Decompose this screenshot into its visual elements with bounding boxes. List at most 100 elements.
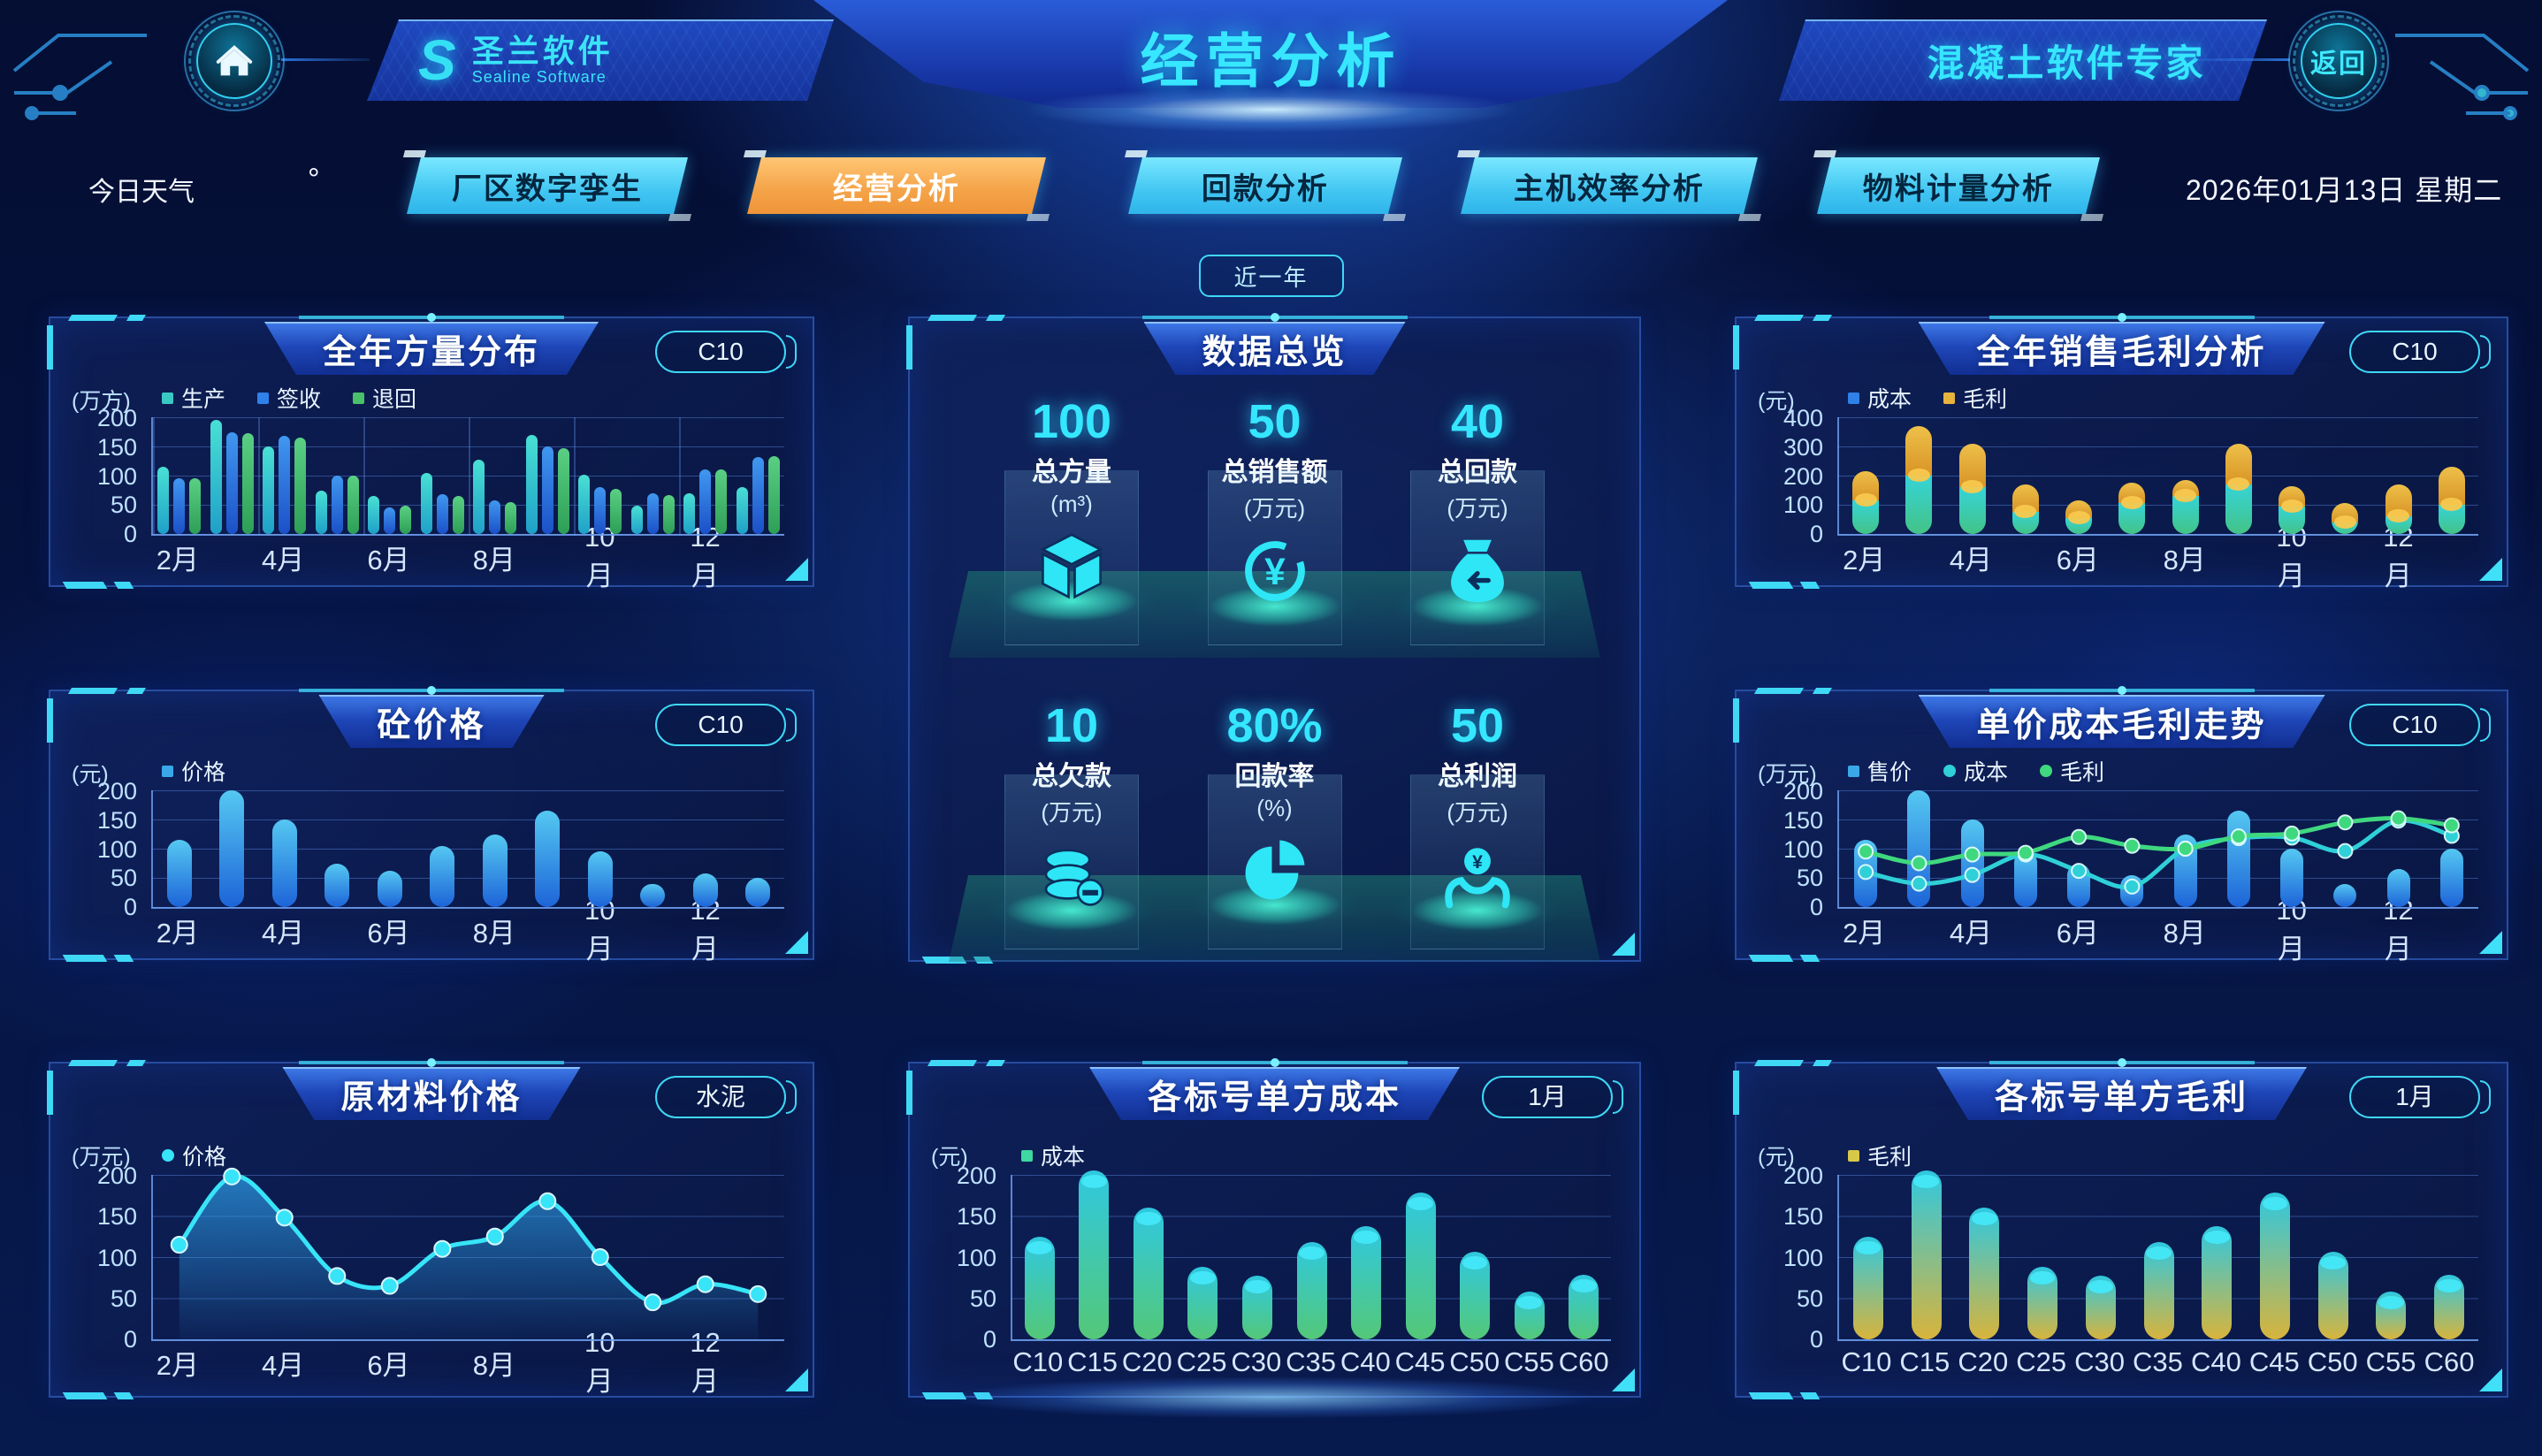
- legend-item-毛利[interactable]: 毛利: [1943, 382, 2007, 414]
- circuit-decoration-right: [2395, 34, 2530, 120]
- bar-slot: [2372, 417, 2425, 534]
- kpi-label: 总回款: [1378, 450, 1577, 489]
- y-tick: 100: [1782, 1244, 1823, 1271]
- legend-item-毛利[interactable]: 毛利: [2040, 755, 2104, 787]
- bar-slot: [2212, 790, 2265, 907]
- corner-triangle: [1612, 933, 1635, 956]
- unit-cost-profit-trend-chart: 售价 成本 毛利 200 150 100 50 0 2月 4月 6月 8月 10月 12月: [1760, 760, 2478, 964]
- legend-marker: [257, 392, 270, 404]
- back-button[interactable]: 返回: [2288, 11, 2389, 111]
- bar-group: [1839, 417, 2478, 534]
- y-tick: 200: [956, 1163, 996, 1189]
- y-tick: 150: [96, 433, 137, 461]
- bar-slot: [363, 790, 416, 907]
- month-filter-badge[interactable]: 1月: [2349, 1076, 2491, 1118]
- legend-item-成本[interactable]: 成本: [1848, 382, 1912, 414]
- grade-filter-badge[interactable]: C10: [2349, 704, 2491, 746]
- raw-material-price-chart: 价格 200 150 100 50 0 2月 4月 6月 8月 10月 12月: [73, 1145, 784, 1397]
- bar: [384, 507, 396, 534]
- bar-slot: [574, 790, 627, 907]
- legend-marker: [1943, 392, 1956, 404]
- x-tick: C55: [2365, 1346, 2416, 1377]
- annual-sales-profit-chart: 成本 毛利 400 300 200 100 0 2月 4月 6月 8月 10月 12月: [1760, 387, 2478, 591]
- tab-host-efficiency-analysis[interactable]: 主机效率分析: [1461, 157, 1758, 214]
- bar-slot: [1556, 1175, 1611, 1339]
- kpi-total-volume: 100 总方量 (m³): [972, 395, 1172, 651]
- x-tick: C35: [2133, 1346, 2183, 1377]
- bar-slot: [416, 790, 469, 907]
- bar-cap: [2146, 1246, 2172, 1261]
- panel-grade-unit-cost: 各标号单方成本 1月 (元) 成本 200 150 100 50 0 C10 C15 C20 C2…: [906, 1058, 1641, 1399]
- kpi-unit: (%): [1175, 795, 1375, 822]
- grade-unit-profit-chart: 毛利 200 150 100 50 0 C10 C15 C20 C25 C30 C35 C40 C45 C5…: [1760, 1145, 2478, 1382]
- bar-slot: [2372, 790, 2425, 907]
- bar: [1241, 1276, 1272, 1339]
- y-tick: 100: [96, 462, 137, 490]
- bar: [263, 446, 275, 534]
- tab-material-metering-analysis[interactable]: 物料计量分析: [1817, 157, 2100, 214]
- bar: [1351, 1225, 1382, 1339]
- time-range-button[interactable]: 近一年: [1198, 255, 1344, 297]
- legend-item-售价[interactable]: 售价: [1848, 755, 1912, 787]
- legend-item-签收[interactable]: 签收: [257, 382, 321, 414]
- legend-marker: [1848, 765, 1859, 777]
- x-tick: C25: [2016, 1346, 2067, 1377]
- home-button[interactable]: [184, 11, 285, 111]
- tab-business-analysis[interactable]: 经营分析: [747, 157, 1046, 214]
- legend-marker: [1021, 1149, 1033, 1162]
- stacked-bar: [2011, 484, 2039, 534]
- bar: [2386, 869, 2410, 907]
- bar-slot: [732, 417, 785, 534]
- legend-item-价格[interactable]: 价格: [162, 1140, 226, 1171]
- kpi-value: 80%: [1226, 699, 1323, 752]
- bar-slot: [416, 417, 469, 534]
- legend-item-生产[interactable]: 生产: [162, 382, 225, 414]
- grade-filter-badge[interactable]: C10: [655, 331, 797, 373]
- bar-slot: [1946, 790, 1999, 907]
- grade-filter-badge[interactable]: C10: [655, 704, 797, 746]
- grade-unit-cost-legend: 成本: [1021, 1140, 1085, 1171]
- unit-cost-profit-trend-lines: [1858, 810, 2460, 895]
- kpi-total-payment-received: 40 总回款 (万元): [1378, 395, 1577, 651]
- bar-cap: [2174, 489, 2197, 503]
- legend-marker: [162, 765, 173, 777]
- grade-filter-badge[interactable]: C10: [2349, 331, 2491, 373]
- annual-sales-profit-plot: [1837, 417, 2478, 536]
- tab-factory-digital-twin[interactable]: 厂区数字孪生: [407, 157, 688, 214]
- legend-marker: [353, 392, 365, 404]
- bar-slot: [469, 417, 522, 534]
- stacked-bar: [2332, 503, 2359, 534]
- tab-payment-analysis[interactable]: 回款分析: [1128, 157, 1402, 214]
- bar-slot: [1121, 1175, 1176, 1339]
- bar: [1133, 1208, 1164, 1339]
- month-filter-badge[interactable]: 1月: [1482, 1076, 1623, 1118]
- bar: [662, 494, 675, 534]
- bar: [482, 834, 508, 907]
- concrete-price-y-axis: 200 150 100 50 0: [73, 778, 151, 921]
- legend-item-毛利[interactable]: 毛利: [1848, 1140, 1912, 1171]
- legend-item-成本[interactable]: 成本: [1943, 755, 2008, 787]
- bar-slot: [2105, 417, 2158, 534]
- bar-slot: [1339, 1175, 1393, 1339]
- bar: [173, 478, 186, 534]
- bar: [767, 456, 780, 534]
- bar-slot: [1892, 417, 1945, 534]
- bar-slot: [2212, 417, 2265, 534]
- material-filter-badge[interactable]: 水泥: [655, 1076, 797, 1118]
- raw-material-price-x-axis: 2月 4月 6月 8月 10月 12月: [151, 1327, 784, 1397]
- bar: [400, 506, 412, 534]
- y-tick: 100: [1782, 835, 1823, 863]
- bar: [646, 493, 659, 534]
- y-tick: 50: [969, 1284, 996, 1312]
- legend-item-退回[interactable]: 退回: [353, 382, 416, 414]
- bar: [745, 878, 771, 907]
- x-tick: 2月: [1843, 544, 1886, 576]
- corner-triangle: [785, 931, 808, 954]
- legend-item-价格[interactable]: 价格: [162, 755, 225, 787]
- back-button-label: 返回: [2310, 50, 2367, 79]
- bar-slot: [2304, 1175, 2363, 1339]
- stacked-bar: [2385, 484, 2412, 534]
- legend-item-成本[interactable]: 成本: [1021, 1140, 1085, 1171]
- glow-pad: [1189, 581, 1360, 633]
- panel-title: 原材料价格: [282, 1067, 580, 1120]
